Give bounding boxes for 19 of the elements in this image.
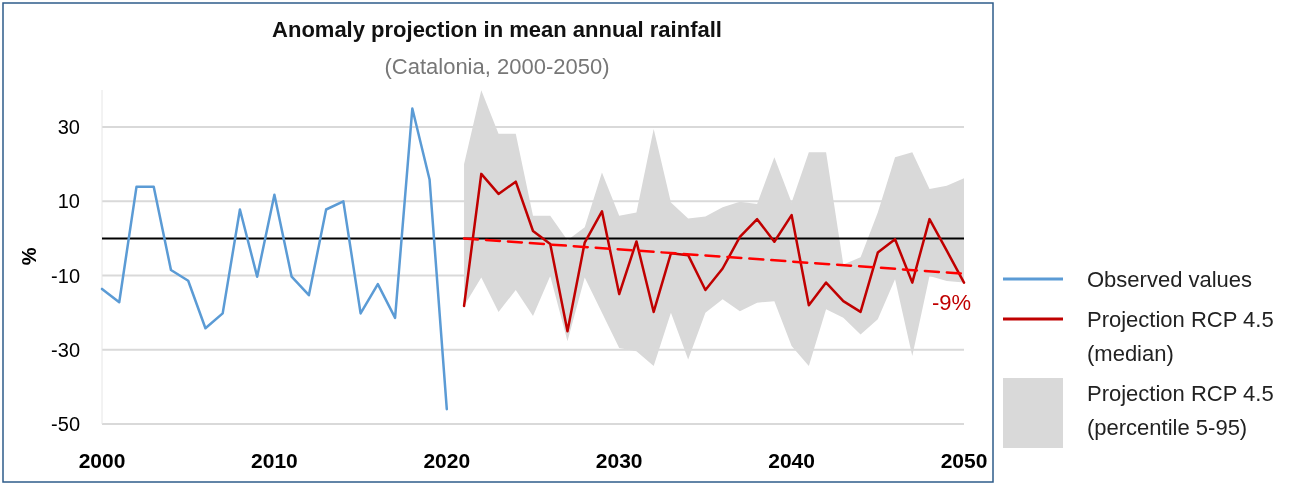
annotation: -9% [932,289,972,315]
legend-label: Projection RCP 4.5 (median) [1087,307,1274,366]
line-series [100,107,449,411]
x-tick-label: 2040 [768,449,815,472]
legend-label: Observed values [1087,267,1253,292]
text: Projection RCP 4.5 (percentile 5-95) [1087,381,1274,440]
chart-title: Anomaly projection in mean annual rainfall [272,17,722,42]
y-tick-label: -10 [51,264,80,287]
x-tick-label: 2050 [940,449,988,472]
y-tick-label: -50 [51,413,80,435]
x-tick-label: 2030 [595,449,643,472]
y-axis-title: % [18,247,40,266]
x-tick-label: 2000 [78,449,126,472]
y-tick-label: -30 [51,338,80,361]
x-tick-label: 2020 [423,449,471,472]
chart-subtitle: (Catalonia, 2000-2050) [384,54,610,79]
x-tick-label: 2010 [251,449,298,472]
y-tick-label: 10 [57,190,80,213]
y-tick-label: 30 [57,116,80,139]
